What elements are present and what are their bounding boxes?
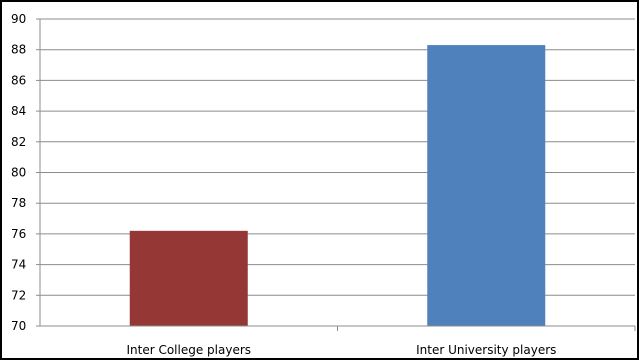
axes xyxy=(39,19,636,331)
x-category-label: Inter University players xyxy=(416,343,556,357)
x-category-labels: Inter College players Inter University pl… xyxy=(126,343,556,357)
bar-1 xyxy=(129,230,248,326)
y-tick-label: 74 xyxy=(11,258,26,272)
bars xyxy=(129,45,546,326)
y-tick-label: 70 xyxy=(11,319,26,333)
y-tick-label: 90 xyxy=(11,12,26,26)
y-tick-label: 72 xyxy=(11,288,26,302)
y-tick-label: 86 xyxy=(11,73,26,87)
y-tick-label: 78 xyxy=(11,196,26,210)
y-tick-label: 84 xyxy=(11,104,26,118)
y-tick-label: 82 xyxy=(11,135,26,149)
y-tick-label: 80 xyxy=(11,166,26,180)
bar-2 xyxy=(427,45,546,326)
y-tick-label: 76 xyxy=(11,227,26,241)
x-category-label: Inter College players xyxy=(126,343,251,357)
y-tick-labels: 70 72 74 76 78 80 82 84 86 88 90 xyxy=(11,12,26,333)
y-tick-label: 88 xyxy=(11,43,26,57)
